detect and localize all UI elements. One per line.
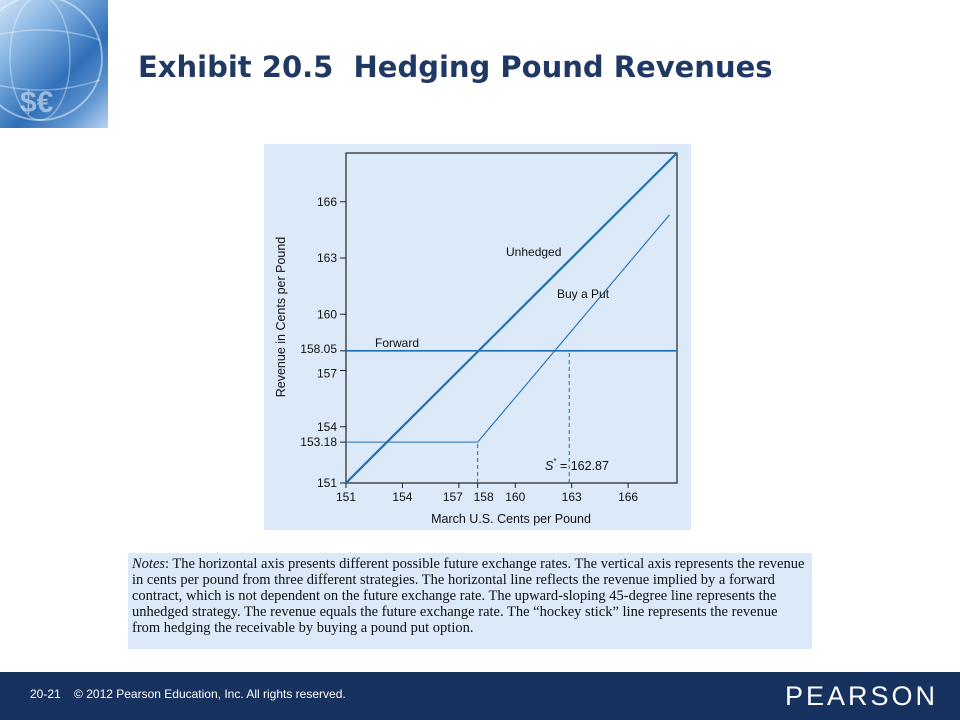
hedging-chart: 151 154 157 158 160 163 166151153.18154157158.… [274,152,678,526]
x-tick-label: 163 [562,490,582,504]
y-tick-label: 154 [317,420,337,434]
s-star-annotation: S* = 162.87 [545,457,609,473]
x-tick-label: 158 [474,490,494,504]
y-axis-label: Revenue in Cents per Pound [274,237,288,398]
series-label-unhedged: Unhedged [506,245,561,259]
series-label-buy-a-put: Buy a Put [557,287,610,301]
y-tick-label: 153.18 [300,435,337,449]
copyright-text: © 2012 Pearson Education, Inc. All right… [74,687,346,701]
y-tick-label: 158.05 [300,342,337,356]
notes-label: Notes [132,556,166,572]
slide-number: 20-21 [30,687,61,701]
x-tick-label: 157 [443,490,463,504]
notes-text: Notes: The horizontal axis presents diff… [132,556,806,636]
footer-left: 20-21 © 2012 Pearson Education, Inc. All… [30,687,346,701]
series-label-forward: Forward [375,336,419,350]
y-tick-label: 160 [317,307,337,321]
slide-title: Exhibit 20.5 Hedging Pound Revenues [138,50,773,84]
y-tick-label: 163 [317,251,337,265]
chart-panel: 151 154 157 158 160 163 166 151 153.18 154 157 158.… [264,144,691,530]
y-tick-label: 166 [317,195,337,209]
notes-box: Notes: The horizontal axis presents diff… [128,553,812,649]
series-line-unhedged [345,152,678,484]
x-tick-label: 151 [336,490,356,504]
svg-text:$€: $€ [20,86,54,119]
x-tick-label: 160 [505,490,525,504]
footer-bar: 20-21 © 2012 Pearson Education, Inc. All… [0,672,960,720]
x-tick-label: 154 [392,490,412,504]
y-tick-label: 157 [317,367,337,381]
series-line-buy-a-put [346,214,670,443]
plot-frame [345,152,678,484]
globe-logo-graphic: $€ [0,0,103,121]
x-axis-label: March U.S. Cents per Pound [431,512,591,526]
pearson-logo-text: PEARSON [784,681,938,711]
globe-logo: $€ [0,0,108,128]
x-tick-label: 166 [618,490,638,504]
notes-body: : The horizontal axis presents different… [132,556,805,636]
y-tick-label: 151 [317,476,337,490]
